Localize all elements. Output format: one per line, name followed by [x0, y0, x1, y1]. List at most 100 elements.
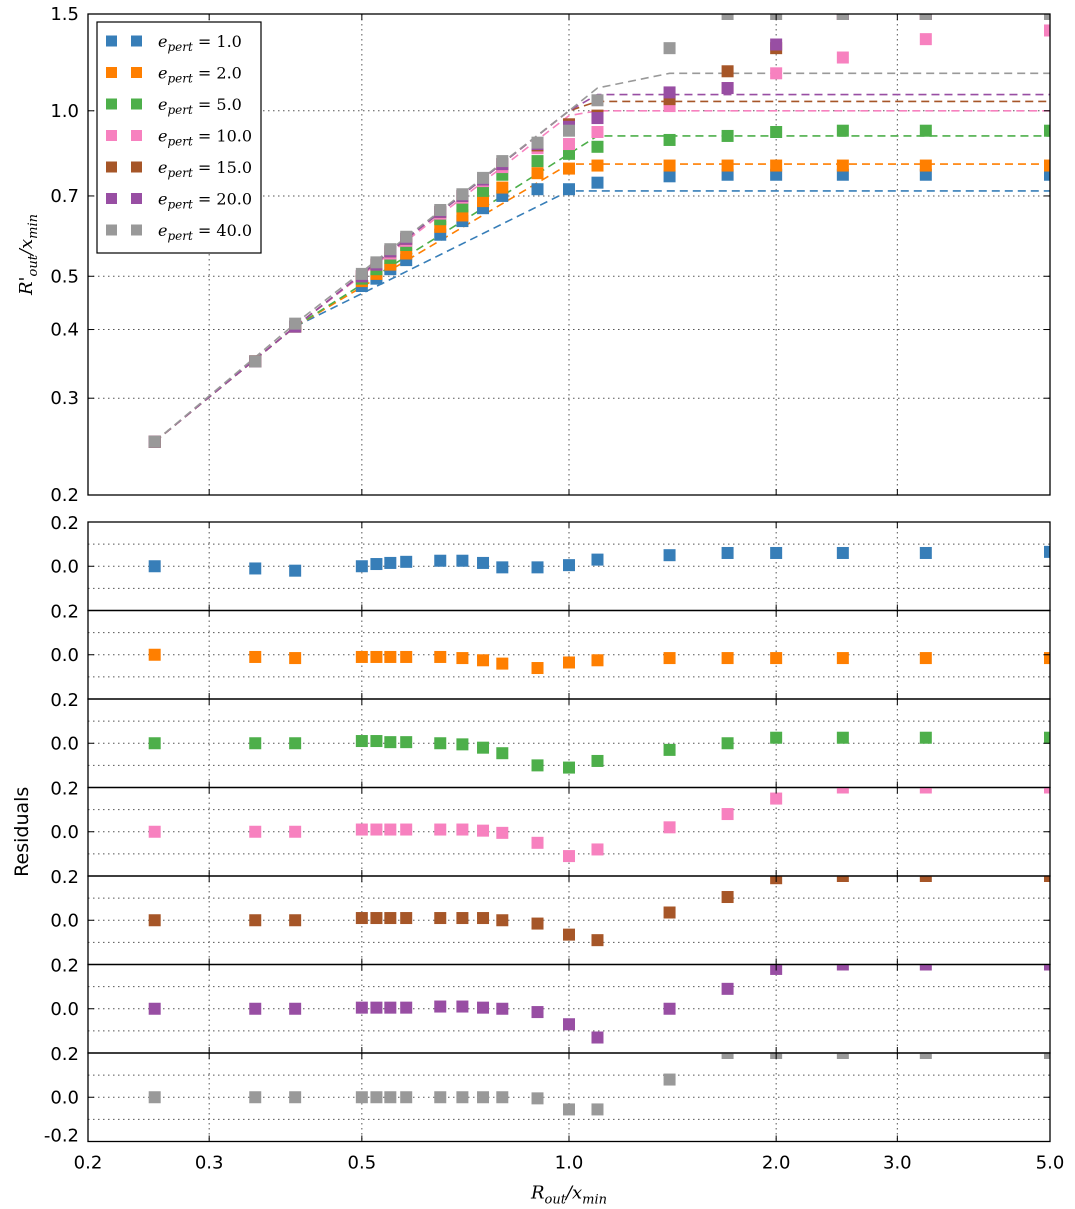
x-tick-labels: 0.2 0.3 0.5 1.0 2.0 3.0 5.0	[74, 1153, 1065, 1174]
fit-line-e-pert-2-0	[154, 163, 1050, 443]
point-e-pert-2-0	[456, 209, 469, 222]
point-e-pert-10-0	[919, 33, 932, 46]
residual-point-e-pert-2-0	[591, 654, 604, 667]
point-e-pert-5-0	[770, 125, 783, 138]
residual-point-e-pert-10-0	[563, 850, 575, 863]
main-y-tick-label: 1.5	[50, 4, 79, 25]
residual-point-e-pert-10-0	[663, 821, 676, 834]
residual-point-e-pert-40-0	[477, 1091, 490, 1104]
residual-grid	[88, 699, 1050, 788]
residual-panels: 0.20.00.20.00.20.00.20.00.20.00.20.00.20…	[44, 513, 1051, 1147]
residual-point-e-pert-10-0	[836, 787, 849, 794]
point-e-pert-10-0	[836, 51, 849, 64]
point-e-pert-20-0	[663, 86, 676, 99]
residual-point-e-pert-15-0	[721, 891, 734, 904]
residual-point-e-pert-40-0	[148, 1091, 161, 1104]
residual-y-tick-label: 0.0	[50, 822, 79, 843]
residual-point-e-pert-1-0	[148, 560, 161, 573]
residual-grid	[88, 1053, 1050, 1142]
residual-point-e-pert-1-0	[919, 546, 932, 559]
residual-point-e-pert-15-0	[384, 912, 397, 925]
residual-point-e-pert-40-0	[289, 1091, 302, 1104]
point-e-pert-40-0	[434, 203, 447, 216]
residual-point-e-pert-2-0	[721, 652, 734, 665]
residual-panel-e-pert-5-0: 0.2 0.0	[50, 690, 1051, 789]
legend-marker	[131, 224, 142, 236]
residual-point-e-pert-2-0	[384, 650, 397, 663]
point-e-pert-5-0	[531, 155, 544, 168]
residual-point-e-pert-10-0	[289, 825, 302, 838]
point-e-pert-2-0	[531, 167, 544, 180]
residual-point-e-pert-15-0	[400, 912, 413, 925]
x-tick-label: 1.0	[555, 1153, 584, 1174]
residual-point-e-pert-40-0	[721, 1053, 734, 1059]
residual-point-e-pert-5-0	[531, 759, 544, 772]
residual-point-e-pert-20-0	[434, 1000, 447, 1013]
legend-item-e-pert-20-0: epert = 20.0	[106, 190, 252, 212]
residual-point-e-pert-40-0	[456, 1091, 469, 1104]
point-e-pert-40-0	[289, 317, 302, 330]
residual-y-ticks: 0.2 0.0	[50, 779, 1051, 877]
residual-points-e-pert-40-0	[148, 1053, 1050, 1116]
residual-point-e-pert-20-0	[249, 1002, 262, 1015]
point-e-pert-10-0	[591, 125, 604, 138]
legend: epert = 1.0 epert = 2.0 epert = 5.0 epert =…	[96, 21, 262, 254]
point-e-pert-40-0	[721, 14, 734, 20]
residual-point-e-pert-5-0	[249, 737, 262, 750]
residual-point-e-pert-10-0	[591, 843, 604, 856]
residual-y-tick-label: 0.2	[50, 602, 79, 623]
point-e-pert-1-0	[770, 168, 783, 181]
residual-point-e-pert-10-0	[249, 825, 262, 838]
fit-line-e-pert-1-0	[154, 190, 1050, 443]
point-e-pert-2-0	[1044, 159, 1050, 172]
residual-point-e-pert-20-0	[355, 1001, 368, 1014]
residual-point-e-pert-1-0	[531, 561, 544, 574]
point-e-pert-2-0	[836, 159, 849, 172]
legend-box	[96, 21, 262, 254]
residual-y-tick-label: 0.2	[50, 779, 79, 800]
legend-label: epert = 5.0	[158, 95, 242, 117]
legend-label: epert = 15.0	[158, 158, 252, 180]
legend-marker	[106, 224, 117, 236]
main-plot-area	[148, 14, 1050, 448]
legend-label: epert = 1.0	[158, 32, 242, 54]
legend-marker	[131, 161, 142, 173]
main-y-tick-label: 0.7	[50, 186, 79, 207]
point-e-pert-40-0	[456, 188, 469, 201]
point-e-pert-40-0	[370, 256, 383, 269]
point-e-pert-1-0	[721, 168, 734, 181]
residual-point-e-pert-15-0	[531, 917, 544, 930]
residual-point-e-pert-1-0	[249, 562, 262, 575]
residual-grid	[88, 964, 1050, 1053]
residual-point-e-pert-10-0	[355, 823, 368, 836]
residual-points-e-pert-20-0	[148, 964, 1050, 1044]
main-y-tick-label: 0.3	[50, 388, 79, 409]
residual-y-tick-label: 0.0	[50, 910, 79, 931]
residual-point-e-pert-20-0	[663, 1002, 676, 1015]
residual-point-e-pert-15-0	[477, 912, 490, 925]
point-e-pert-2-0	[477, 195, 490, 208]
legend-label: epert = 2.0	[158, 64, 242, 86]
residual-point-e-pert-5-0	[563, 761, 575, 774]
residual-point-e-pert-40-0	[919, 1053, 932, 1059]
residual-point-e-pert-5-0	[434, 737, 447, 750]
point-e-pert-10-0	[770, 67, 783, 80]
point-e-pert-40-0	[1044, 14, 1050, 20]
residual-point-e-pert-2-0	[355, 650, 368, 663]
residual-point-e-pert-1-0	[1044, 545, 1050, 558]
residual-point-e-pert-2-0	[836, 652, 849, 665]
residual-points-e-pert-1-0	[148, 545, 1050, 577]
residual-point-e-pert-5-0	[496, 747, 509, 760]
point-e-pert-1-0	[663, 170, 676, 183]
residual-point-e-pert-2-0	[249, 650, 262, 663]
legend-item-e-pert-5-0: epert = 5.0	[106, 95, 242, 117]
residual-point-e-pert-15-0	[1044, 876, 1050, 882]
residual-panel-e-pert-1-0: 0.2 0.0	[50, 513, 1051, 612]
residual-point-e-pert-2-0	[370, 650, 383, 663]
residual-y-tick-label: 0.0	[50, 1087, 79, 1108]
residual-panel-e-pert-15-0: 0.2 0.0	[50, 867, 1051, 966]
residual-point-e-pert-1-0	[663, 549, 676, 562]
point-e-pert-1-0	[1044, 168, 1050, 181]
residual-y-ticks: 0.2 0.0	[50, 690, 1051, 788]
residual-point-e-pert-2-0	[919, 652, 932, 665]
